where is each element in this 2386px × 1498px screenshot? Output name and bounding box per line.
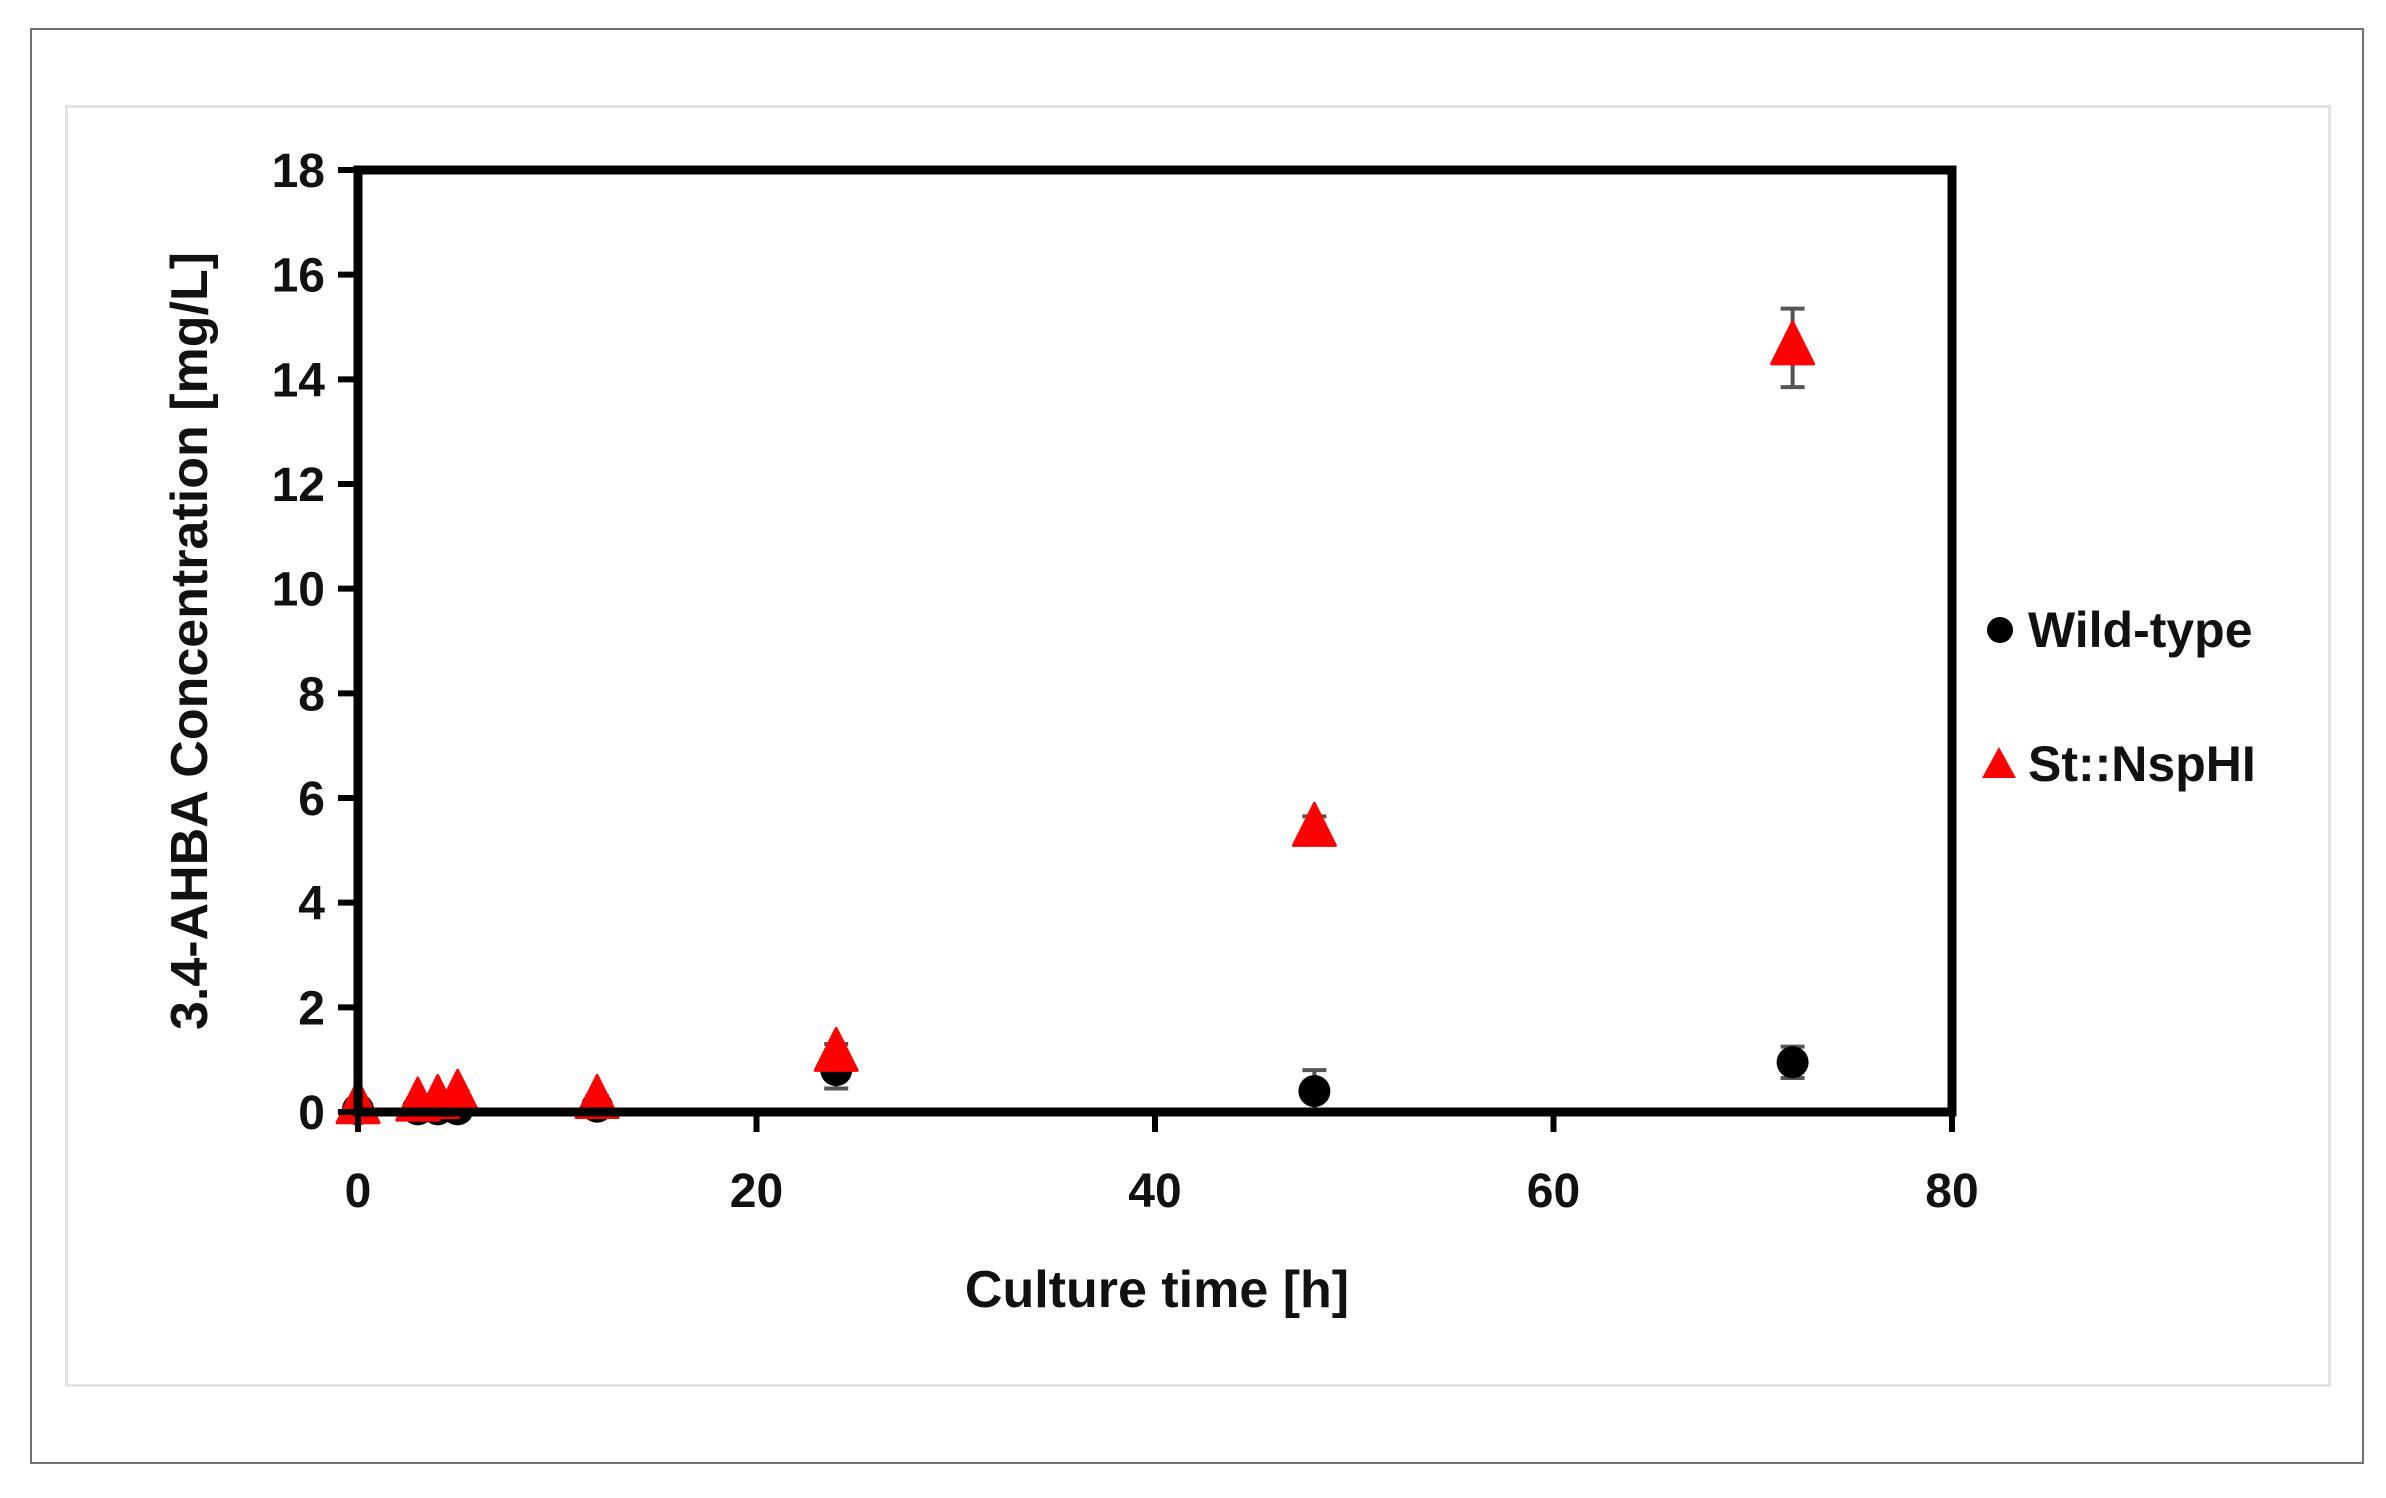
- data-point: [1770, 320, 1816, 366]
- legend-item-st-nsphi: St::NspHI: [1982, 736, 2256, 792]
- x-tick-label: 0: [345, 1165, 372, 1218]
- chart-marks: [335, 306, 1816, 1126]
- y-tick-label: 10: [272, 564, 325, 617]
- axis-ticks: 0 2 4 6 8 10 12 14 16 18 0 20 40 60 80: [272, 145, 1979, 1218]
- legend-label-st-nsphi: St::NspHI: [2028, 736, 2256, 792]
- y-tick-label: 0: [298, 1087, 325, 1140]
- data-point: [1776, 1046, 1809, 1079]
- data-point: [1291, 801, 1337, 847]
- data-point: [574, 1073, 620, 1119]
- legend: Wild-type St::NspHI: [1982, 602, 2256, 792]
- y-tick-label: 8: [298, 668, 325, 721]
- legend-marker-st-nsphi: [1982, 747, 2016, 778]
- x-tick-label: 60: [1527, 1165, 1580, 1218]
- y-tick-label: 14: [272, 354, 326, 407]
- y-tick-label: 4: [298, 878, 325, 931]
- y-axis-title: 3.4-AHBA Concentration [mg/L]: [161, 252, 219, 1030]
- y-tick-label: 12: [272, 459, 325, 512]
- legend-marker-wild-type: [1987, 617, 2013, 643]
- x-tick-label: 80: [1925, 1165, 1978, 1218]
- legend-item-wild-type: Wild-type: [1987, 602, 2253, 658]
- data-point: [813, 1026, 859, 1072]
- x-axis-title: Culture time [h]: [965, 1261, 1349, 1319]
- y-tick-label: 18: [272, 145, 325, 198]
- legend-label-wild-type: Wild-type: [2028, 602, 2253, 658]
- y-tick-label: 16: [272, 250, 325, 303]
- data-point: [1298, 1075, 1331, 1108]
- plot-area-frame: [353, 165, 1957, 1117]
- x-tick-label: 20: [730, 1165, 783, 1218]
- y-tick-label: 6: [298, 773, 325, 826]
- series-st-nsphi: [335, 306, 1816, 1125]
- x-tick-label: 40: [1128, 1165, 1181, 1218]
- y-tick-label: 2: [298, 982, 325, 1035]
